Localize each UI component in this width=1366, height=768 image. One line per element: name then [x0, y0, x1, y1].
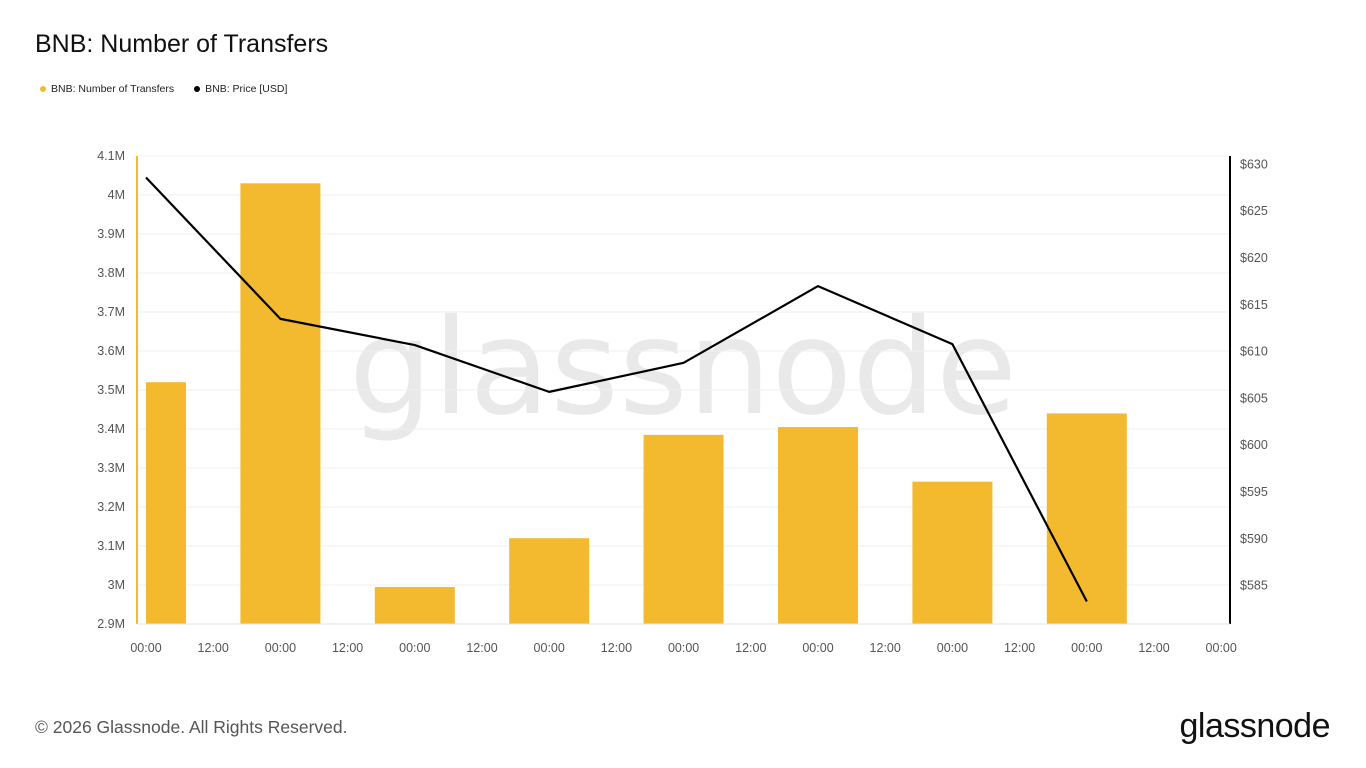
y-left-tick-2: 3.9M — [97, 227, 125, 241]
watermark-text: glassnode — [349, 291, 1017, 445]
y-left-tick-8: 3.3M — [97, 461, 125, 475]
bar-4 — [643, 434, 724, 624]
x-tick-5: 12:00 — [466, 641, 497, 655]
x-tick-3: 12:00 — [332, 641, 363, 655]
price-line — [145, 176, 1088, 603]
x-tick-6: 00:00 — [534, 641, 565, 655]
y-right-tick-5: $605 — [1240, 391, 1268, 405]
chart-title: BNB: Number of Transfers — [35, 30, 329, 58]
y-left-tick-1: 4M — [108, 188, 125, 202]
x-tick-7: 12:00 — [601, 641, 632, 655]
x-tick-9: 12:00 — [735, 641, 766, 655]
x-tick-0: 00:00 — [130, 641, 161, 655]
y-left-tick-6: 3.5M — [97, 383, 125, 397]
bar-5 — [778, 427, 858, 624]
y-right-tick-1: $625 — [1240, 204, 1268, 218]
x-tick-8: 00:00 — [668, 641, 699, 655]
legend-item-price[interactable]: BNB: Price [USD] — [194, 83, 287, 95]
y-right-tick-8: $590 — [1240, 532, 1268, 546]
y-right-tick-2: $620 — [1240, 251, 1268, 265]
y-axis-left-labels: 4.1M 4M 3.9M 3.8M 3.7M 3.6M 3.5M 3.4M 3.3M 3.2M 3.… — [97, 149, 125, 631]
y-left-tick-4: 3.7M — [97, 305, 125, 319]
bar-2 — [374, 586, 455, 624]
y-right-tick-4: $610 — [1240, 345, 1268, 359]
x-tick-2: 00:00 — [265, 641, 296, 655]
axes — [136, 156, 1231, 625]
copyright-footer: © 2026 Glassnode. All Rights Reserved. — [35, 717, 348, 737]
y-right-tick-6: $600 — [1240, 438, 1268, 452]
bar-1 — [240, 183, 321, 625]
y-left-tick-0: 4.1M — [97, 149, 125, 163]
x-tick-4: 00:00 — [399, 641, 430, 655]
x-tick-11: 12:00 — [870, 641, 901, 655]
line-series — [145, 176, 1088, 603]
y-left-tick-5: 3.6M — [97, 344, 125, 358]
y-axis-right-labels: $630 $625 $620 $615 $610 $605 $600 $595 $590 $585 — [1240, 157, 1268, 592]
y-left-tick-10: 3.1M — [97, 539, 125, 553]
y-right-tick-7: $595 — [1240, 485, 1268, 499]
x-tick-10: 00:00 — [802, 641, 833, 655]
y-right-tick-3: $615 — [1240, 298, 1268, 312]
y-right-tick-0: $630 — [1240, 157, 1268, 171]
legend-label-price: BNB: Price [USD] — [205, 83, 288, 95]
glassnode-logo: glassnode — [1179, 707, 1330, 745]
x-axis-labels: 00:00 12:00 00:00 12:00 00:00 12:00 00:00 12:00… — [130, 641, 1237, 655]
bar-3 — [509, 538, 590, 624]
bar-series — [146, 183, 1127, 625]
legend-dot-price — [194, 86, 201, 92]
x-tick-1: 12:00 — [198, 641, 229, 655]
y-left-tick-11: 3M — [108, 578, 125, 592]
y-left-tick-7: 3.4M — [97, 422, 125, 436]
bar-7 — [1046, 413, 1127, 624]
x-tick-16: 00:00 — [1206, 641, 1237, 655]
y-left-tick-9: 3.2M — [97, 500, 125, 514]
chart-legend: BNB: Number of Transfers BNB: Price [USD… — [40, 83, 287, 95]
legend-item-transfers[interactable]: BNB: Number of Transfers — [40, 83, 174, 95]
bar-6 — [912, 481, 993, 624]
legend-dot-transfers — [40, 86, 46, 92]
y-left-tick-3: 3.8M — [97, 266, 125, 280]
x-tick-15: 12:00 — [1138, 641, 1169, 655]
bar-0 — [146, 382, 186, 624]
x-tick-13: 12:00 — [1004, 641, 1035, 655]
x-tick-12: 00:00 — [937, 641, 968, 655]
x-tick-14: 00:00 — [1071, 641, 1102, 655]
y-left-tick-12: 2.9M — [97, 617, 125, 631]
legend-label-transfers: BNB: Number of Transfers — [51, 83, 175, 95]
y-right-tick-9: $585 — [1240, 579, 1268, 593]
